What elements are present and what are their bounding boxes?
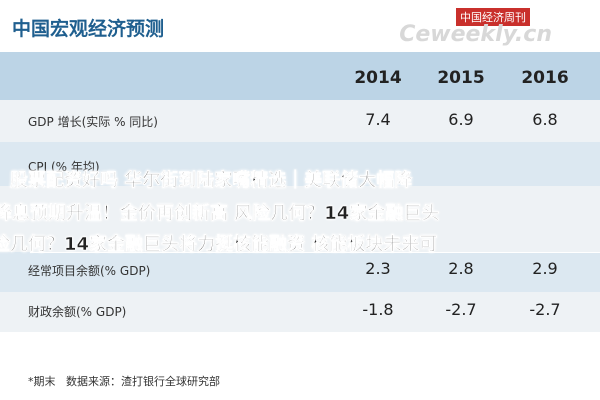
cell: 2.9 [532,259,558,278]
logo-top: 中国经济周刊 [456,8,530,26]
overlay-text: 降息预期升温！金价再创新高 风险几何？14家金融巨头 [0,203,440,225]
row-label: 财政余额(% GDP) [28,305,127,319]
cell: 7.4 [365,110,391,129]
logo-bottom: Ceweekly.cn [399,22,552,47]
row-band [0,142,600,186]
row-band [0,100,600,142]
cell: 6.8 [532,110,558,129]
row-label: 经常项目余额(% GDP) [28,264,151,278]
column-header: 2014 [354,68,402,88]
header-band [0,52,600,100]
row-band [0,252,600,292]
row-label: GDP 增长(实际 % 同比) [28,115,158,129]
cell: -2.7 [445,300,477,319]
divider [30,252,600,253]
note: *期末 [28,375,56,388]
cell: -1.8 [362,300,394,319]
overlay-text: 险几何？14家金融巨头将力挺核能融资 核能板块未来可 [0,234,438,256]
source: 数据来源：渣打银行全球研究部 [66,375,220,388]
row-band [0,186,600,252]
cell: 2.3 [365,259,391,278]
cell: -2.7 [529,300,561,319]
overlay-text: 股票配资好吗 华尔街到陆家嘴精选｜美联储大幅降 [10,170,413,192]
cell: 2.8 [448,259,474,278]
cell: 6.9 [448,110,474,129]
title: 中国宏观经济预测 [12,18,165,40]
row-label: CPI (% 年均) [28,160,100,174]
column-header: 2016 [521,68,569,88]
column-header: 2015 [437,68,485,88]
row-band [0,292,600,332]
footnote: *期末 数据来源：渣打银行全球研究部 [28,373,220,389]
